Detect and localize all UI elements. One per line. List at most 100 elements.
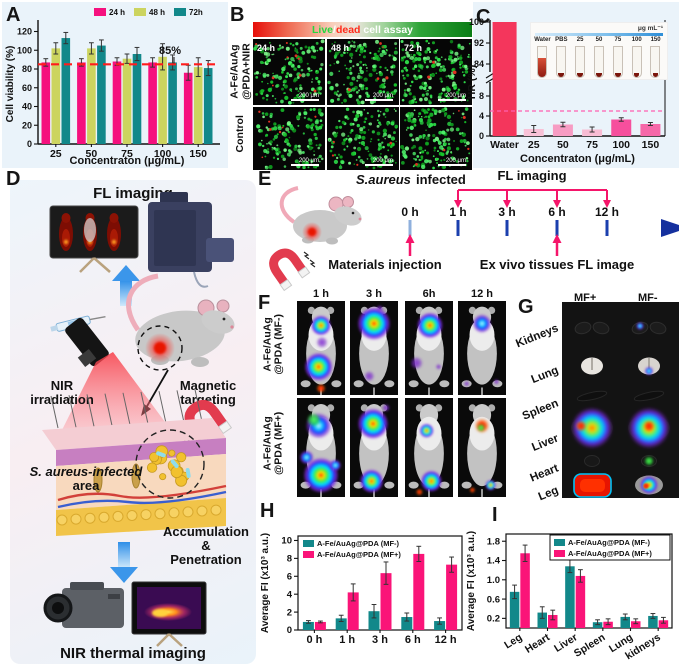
live-cell-dot [426, 121, 431, 125]
mouse-paw [461, 481, 472, 489]
blood-vessel-red [57, 484, 227, 502]
bar [41, 62, 51, 144]
live-cell-dot [317, 156, 320, 159]
live-cell-dot [432, 122, 437, 127]
live-cell-dot [349, 52, 354, 57]
live-cell-dot [346, 47, 351, 52]
panel-label-g: G [518, 296, 534, 318]
live-cell-dot [441, 130, 446, 135]
live-cell-dot [266, 73, 270, 77]
live-cell-dot [278, 44, 282, 47]
live-cell-dot [425, 92, 429, 96]
dashed-target-circle [137, 325, 183, 371]
scale-bar [291, 99, 319, 101]
live-cell-dot [436, 62, 440, 67]
live-cell-dot [432, 134, 436, 138]
live-cell-dot [389, 145, 393, 148]
live-cell-dot [350, 67, 352, 69]
live-cell-dot [390, 70, 394, 74]
live-cell-dot [330, 98, 335, 103]
live-cell-dot [424, 115, 428, 118]
live-cell-dot [315, 70, 318, 72]
live-cell-dot [264, 135, 267, 137]
dead-cell-dot [462, 116, 466, 119]
live-cell-dot [349, 122, 353, 126]
dead-cell-dot [356, 163, 359, 166]
live-cell-dot [421, 68, 423, 70]
panel-label-i: I [492, 504, 498, 526]
live-cell-dot [284, 58, 287, 61]
live-cell-dot [285, 75, 289, 79]
live-cell-dot [347, 93, 349, 96]
live-cell-dot [349, 131, 352, 134]
nir-label: NIR [51, 378, 74, 393]
live-cell-dot [273, 122, 277, 126]
live-cell-dot [441, 65, 445, 69]
fl-signal-blob [409, 356, 424, 370]
live-cell-dot [359, 112, 363, 116]
live-cell-dot [327, 80, 331, 85]
live-cell-dot [371, 130, 375, 134]
live-cell-dot [317, 108, 322, 113]
legend-label: A-Fe/AuAg@PDA (MF+) [317, 550, 401, 559]
tube-pellet [652, 73, 659, 77]
live-cell-dot [400, 39, 404, 44]
bar [122, 58, 132, 144]
live-cell-dot [444, 115, 446, 117]
y-tick-label: 1.4 [487, 556, 501, 567]
x-tick-label: 12 h [435, 634, 457, 646]
live-cell-dot [283, 79, 287, 84]
live-cell-dot [370, 138, 373, 140]
fl-mouse-core [62, 229, 70, 247]
live-cell-dot [384, 137, 386, 140]
tube-label: 150 [650, 37, 661, 43]
live-cell-dot [390, 121, 395, 126]
live-cell-dot [452, 112, 455, 115]
live-cell-dot [440, 80, 443, 83]
panel-label-a: A [6, 4, 21, 26]
live-cell-dot [405, 129, 408, 131]
live-cell-dot [281, 71, 284, 74]
live-cell-dot [468, 53, 470, 56]
dead-cell-dot [415, 162, 418, 166]
live-cell-dot [374, 56, 378, 61]
live-cell-dot [272, 53, 275, 56]
live-cell-dot [438, 92, 442, 97]
bar [158, 56, 167, 144]
f-col-header: 12 h [470, 288, 493, 300]
live-cell-dot [418, 146, 423, 151]
live-cell-dot [353, 41, 356, 44]
live-cell-dot [400, 69, 404, 73]
tube-pellet [633, 73, 640, 77]
live-cell-dot [343, 148, 346, 151]
live-cell-dot [365, 64, 367, 67]
live-cell-dot [412, 119, 417, 124]
scale-bar-label: 200 μm [373, 93, 393, 99]
fl-mouse-head [109, 213, 119, 223]
live-cell-dot [296, 51, 299, 54]
live-cell-dot [312, 49, 317, 53]
live-cell-dot [437, 141, 442, 145]
live-cell-dot [446, 150, 450, 153]
live-cell-dot [277, 75, 283, 80]
live-cell-dot [415, 101, 418, 104]
live-cell-dot [366, 69, 368, 72]
nir-laser [65, 317, 109, 367]
live-cell-dot [422, 109, 427, 114]
live-cell-dot [377, 166, 379, 168]
mouse-paw [331, 380, 342, 388]
live-cell-dot [290, 90, 293, 93]
live-cell-dot [436, 48, 439, 52]
magnet-body [269, 248, 308, 288]
live-cell-dot [359, 49, 364, 54]
live-cell-dot [421, 150, 425, 154]
live-cell-dot [382, 145, 385, 149]
time-label: 48 h [331, 43, 349, 53]
live-cell-dot [413, 157, 415, 160]
bar [380, 573, 392, 630]
live-cell-dot [411, 44, 416, 49]
live-cell-dot [465, 141, 470, 146]
live-cell-dot [440, 56, 443, 58]
live-cell-dot [381, 49, 386, 54]
live-cell-dot [378, 72, 384, 77]
